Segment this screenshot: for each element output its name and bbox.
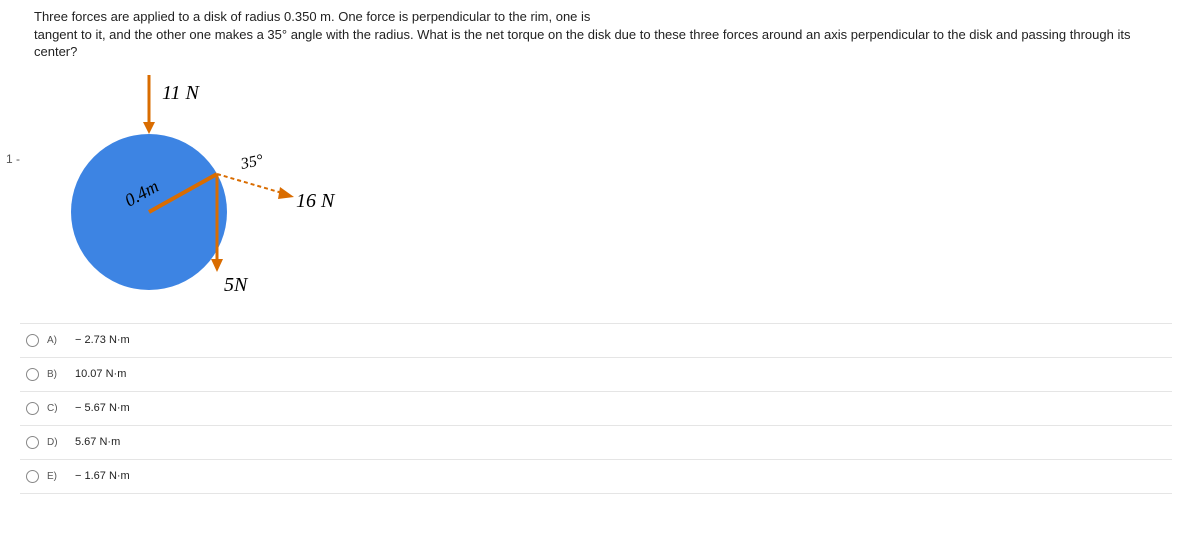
question-number: 1 - bbox=[6, 152, 20, 166]
force-right-dash bbox=[217, 174, 289, 195]
answer-option[interactable]: E) − 1.67 N·m bbox=[20, 459, 1172, 494]
answer-value: 5.67 N·m bbox=[75, 436, 120, 448]
answer-value: − 2.73 N·m bbox=[75, 334, 130, 346]
force-right-arrow-head bbox=[278, 187, 294, 199]
question-text: Three forces are applied to a disk of ra… bbox=[34, 8, 1172, 61]
radio-icon[interactable] bbox=[26, 470, 39, 483]
radio-icon[interactable] bbox=[26, 436, 39, 449]
answer-letter: C) bbox=[47, 403, 61, 414]
answer-value: 10.07 N·m bbox=[75, 368, 126, 380]
answer-list: A) − 2.73 N·m B) 10.07 N·m C) − 5.67 N·m… bbox=[20, 323, 1172, 494]
answer-value: − 1.67 N·m bbox=[75, 470, 130, 482]
answer-letter: A) bbox=[47, 335, 61, 346]
answer-letter: B) bbox=[47, 369, 61, 380]
answer-letter: E) bbox=[47, 471, 61, 482]
answer-option[interactable]: C) − 5.67 N·m bbox=[20, 391, 1172, 425]
radio-icon[interactable] bbox=[26, 368, 39, 381]
angle-label: 35° bbox=[238, 151, 265, 173]
radio-icon[interactable] bbox=[26, 334, 39, 347]
force-top-arrow-head bbox=[143, 122, 155, 134]
answer-option[interactable]: D) 5.67 N·m bbox=[20, 425, 1172, 459]
question-line1: Three forces are applied to a disk of ra… bbox=[34, 9, 590, 24]
answer-letter: D) bbox=[47, 437, 61, 448]
radio-icon[interactable] bbox=[26, 402, 39, 415]
answer-option[interactable]: A) − 2.73 N·m bbox=[20, 323, 1172, 357]
physics-diagram: 11 N 0.4m 35° 16 N 5N bbox=[34, 67, 1172, 317]
force-bottom-arrow-head bbox=[211, 259, 223, 272]
force-right-label: 16 N bbox=[296, 190, 336, 212]
quiz-container: 1 - Three forces are applied to a disk o… bbox=[0, 0, 1200, 502]
question-line2: tangent to it, and the other one makes a… bbox=[34, 27, 1130, 60]
answer-option[interactable]: B) 10.07 N·m bbox=[20, 357, 1172, 391]
answer-value: − 5.67 N·m bbox=[75, 402, 130, 414]
force-top-label: 11 N bbox=[162, 82, 201, 104]
diagram-svg: 11 N 0.4m 35° 16 N 5N bbox=[34, 67, 374, 317]
force-bottom-label: 5N bbox=[224, 274, 249, 296]
